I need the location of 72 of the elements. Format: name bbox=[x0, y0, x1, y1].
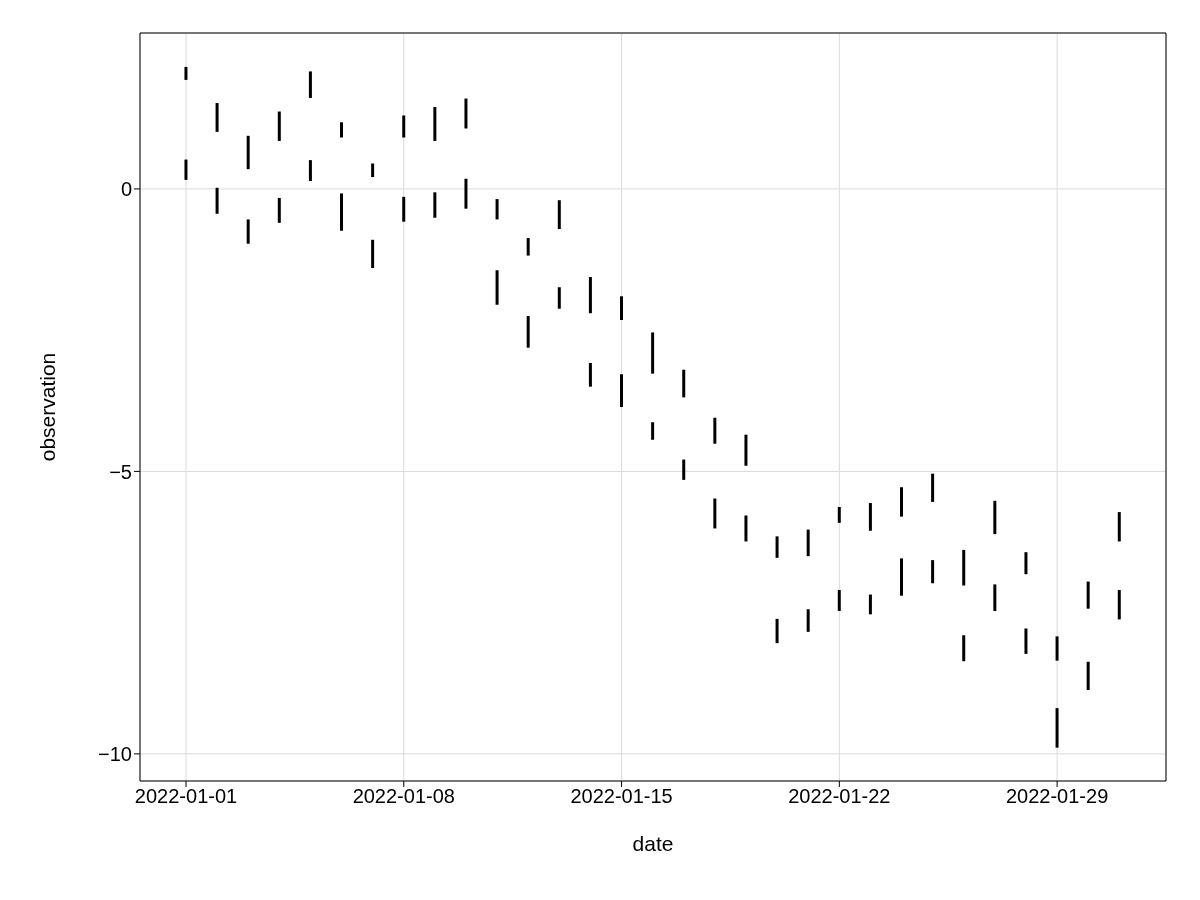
bar bbox=[651, 332, 655, 374]
bar bbox=[775, 618, 779, 644]
bar bbox=[682, 459, 686, 480]
bar bbox=[931, 473, 935, 502]
bar bbox=[588, 277, 592, 314]
x-tick-label: 2022-01-22 bbox=[788, 785, 891, 808]
y-tick-label: −5 bbox=[109, 460, 132, 483]
x-tick-label: 2022-01-29 bbox=[1005, 785, 1109, 808]
bar bbox=[526, 238, 530, 256]
bar bbox=[588, 362, 592, 387]
bar bbox=[806, 529, 810, 557]
bar bbox=[900, 487, 904, 517]
bar bbox=[900, 558, 904, 596]
bar bbox=[868, 594, 872, 615]
bar bbox=[526, 316, 530, 348]
bar bbox=[557, 200, 561, 230]
y-tick-label: −10 bbox=[98, 742, 132, 765]
bar bbox=[713, 498, 717, 529]
bar bbox=[371, 163, 375, 178]
bar bbox=[1117, 590, 1121, 620]
bar bbox=[682, 369, 686, 398]
bar bbox=[868, 503, 872, 531]
bar bbox=[962, 635, 966, 662]
bar bbox=[1117, 512, 1121, 542]
bar bbox=[340, 122, 344, 138]
bar bbox=[620, 296, 624, 320]
x-tick-label: 2022-01-08 bbox=[352, 785, 455, 808]
bar bbox=[806, 609, 810, 632]
bar bbox=[1024, 552, 1028, 575]
bar bbox=[495, 270, 499, 305]
bar bbox=[744, 434, 748, 466]
bar bbox=[744, 515, 748, 542]
bar bbox=[433, 107, 437, 141]
bar bbox=[993, 500, 997, 535]
bar bbox=[1086, 581, 1090, 609]
bar bbox=[837, 507, 841, 523]
x-tick-label: 2022-01-01 bbox=[134, 785, 238, 808]
bar bbox=[184, 159, 188, 180]
bar bbox=[557, 287, 561, 309]
bar bbox=[308, 160, 312, 182]
bar bbox=[371, 239, 375, 269]
bar bbox=[620, 374, 624, 407]
bar bbox=[433, 192, 437, 218]
bar bbox=[402, 115, 406, 138]
bar bbox=[215, 103, 219, 132]
bar bbox=[308, 71, 312, 98]
bar bbox=[1024, 628, 1028, 654]
bar bbox=[713, 417, 717, 444]
bar bbox=[495, 199, 499, 220]
bar bbox=[277, 111, 281, 141]
bar bbox=[277, 197, 281, 223]
bar bbox=[340, 193, 344, 231]
y-axis-title: observation bbox=[36, 352, 60, 462]
bar bbox=[1055, 708, 1059, 748]
y-tick-label: 0 bbox=[120, 178, 132, 201]
bar bbox=[246, 219, 250, 244]
bar bbox=[775, 536, 779, 558]
bar bbox=[246, 135, 250, 170]
x-axis-title: date bbox=[632, 832, 674, 855]
bar bbox=[464, 178, 468, 209]
bar bbox=[1055, 636, 1059, 661]
x-tick-label: 2022-01-15 bbox=[570, 785, 673, 808]
bar bbox=[1086, 661, 1090, 691]
bar bbox=[464, 98, 468, 129]
bar bbox=[402, 196, 406, 222]
bar bbox=[962, 549, 966, 586]
bar bbox=[651, 422, 655, 440]
bar bbox=[215, 187, 219, 214]
bar bbox=[993, 584, 997, 611]
bar bbox=[931, 560, 935, 584]
bar bbox=[184, 66, 188, 80]
bar bbox=[837, 590, 841, 611]
